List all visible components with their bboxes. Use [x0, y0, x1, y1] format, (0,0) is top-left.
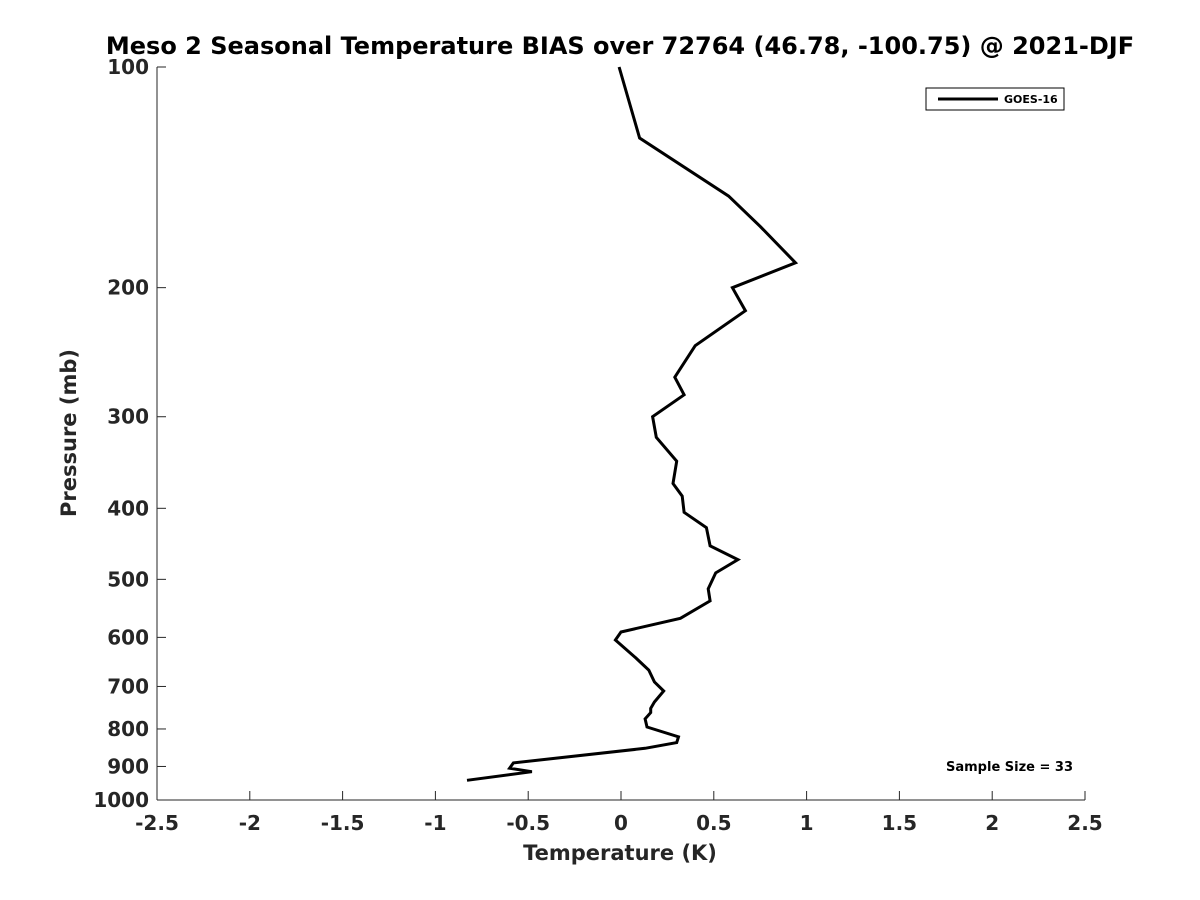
y-tick-label: 600 [107, 625, 149, 649]
y-axis-label: Pressure (mb) [57, 349, 81, 517]
x-tick-label: 2 [985, 811, 999, 835]
y-tick-label: 400 [107, 496, 149, 520]
chart-title: Meso 2 Seasonal Temperature BIAS over 72… [106, 32, 1134, 60]
x-tick-label: -2 [239, 811, 261, 835]
y-tick-label: 300 [107, 405, 149, 429]
legend: GOES-16 [925, 87, 1065, 111]
x-tick-label: 0 [614, 811, 628, 835]
x-axis-label: Temperature (K) [523, 841, 717, 865]
y-tick-label: 800 [107, 717, 149, 741]
x-tick-label: -1.5 [321, 811, 365, 835]
x-tick-label: -0.5 [506, 811, 550, 835]
y-tick-label: 500 [107, 567, 149, 591]
y-ticks: 100 200 300 400 500 600 700 800 900 1000 [93, 55, 166, 812]
x-tick-label: 1.5 [882, 811, 917, 835]
series-line-goes-16 [466, 66, 799, 782]
y-tick-label: 200 [107, 276, 149, 300]
y-tick-label: 100 [107, 55, 149, 79]
x-ticks: -2.5 -2 -1.5 -1 -0.5 0 0.5 1 1.5 2 2.5 [135, 791, 1103, 835]
series-layer [466, 66, 799, 782]
x-tick-label: -2.5 [135, 811, 179, 835]
y-tick-label: 900 [107, 754, 149, 778]
y-tick-label: 700 [107, 674, 149, 698]
x-tick-label: -1 [424, 811, 446, 835]
x-tick-label: 1 [800, 811, 814, 835]
x-tick-label: 0.5 [696, 811, 731, 835]
legend-label-goes-16: GOES-16 [1004, 93, 1058, 106]
x-tick-label: 2.5 [1067, 811, 1102, 835]
sample-size-annotation: Sample Size = 33 [946, 760, 1073, 775]
y-tick-label: 1000 [93, 788, 149, 812]
axes [156, 67, 1085, 801]
